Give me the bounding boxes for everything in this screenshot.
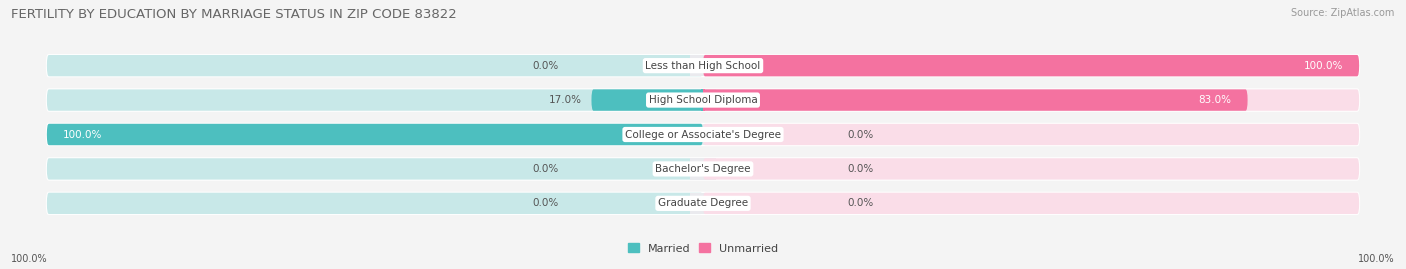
- Text: 0.0%: 0.0%: [533, 198, 558, 208]
- Bar: [690, 193, 703, 214]
- Text: 100.0%: 100.0%: [1303, 61, 1343, 71]
- Text: 100.0%: 100.0%: [1358, 254, 1395, 264]
- FancyBboxPatch shape: [703, 193, 1360, 214]
- FancyBboxPatch shape: [703, 55, 1360, 76]
- Bar: [690, 124, 703, 145]
- FancyBboxPatch shape: [46, 124, 703, 145]
- Text: 0.0%: 0.0%: [533, 61, 558, 71]
- Text: 100.0%: 100.0%: [11, 254, 48, 264]
- FancyBboxPatch shape: [46, 158, 1360, 180]
- FancyBboxPatch shape: [46, 193, 1360, 214]
- Text: College or Associate's Degree: College or Associate's Degree: [626, 129, 780, 140]
- Text: FERTILITY BY EDUCATION BY MARRIAGE STATUS IN ZIP CODE 83822: FERTILITY BY EDUCATION BY MARRIAGE STATU…: [11, 8, 457, 21]
- FancyBboxPatch shape: [46, 124, 703, 145]
- FancyBboxPatch shape: [46, 158, 703, 180]
- Bar: [703, 124, 716, 145]
- Bar: [703, 193, 716, 214]
- FancyBboxPatch shape: [46, 89, 1360, 111]
- FancyBboxPatch shape: [703, 158, 1360, 180]
- FancyBboxPatch shape: [46, 55, 1360, 76]
- Bar: [703, 158, 716, 180]
- Text: Less than High School: Less than High School: [645, 61, 761, 71]
- Bar: [703, 89, 704, 111]
- Text: Bachelor's Degree: Bachelor's Degree: [655, 164, 751, 174]
- FancyBboxPatch shape: [703, 89, 1247, 111]
- Bar: [690, 55, 703, 76]
- Text: 100.0%: 100.0%: [63, 129, 103, 140]
- Bar: [702, 89, 703, 111]
- FancyBboxPatch shape: [46, 124, 1360, 145]
- Text: 0.0%: 0.0%: [848, 129, 873, 140]
- Bar: [703, 89, 716, 111]
- Text: 0.0%: 0.0%: [533, 164, 558, 174]
- FancyBboxPatch shape: [592, 89, 703, 111]
- FancyBboxPatch shape: [703, 55, 1360, 76]
- Text: Source: ZipAtlas.com: Source: ZipAtlas.com: [1291, 8, 1395, 18]
- Text: Graduate Degree: Graduate Degree: [658, 198, 748, 208]
- FancyBboxPatch shape: [46, 89, 703, 111]
- FancyBboxPatch shape: [703, 124, 1360, 145]
- Text: High School Diploma: High School Diploma: [648, 95, 758, 105]
- Legend: Married, Unmarried: Married, Unmarried: [623, 239, 783, 258]
- FancyBboxPatch shape: [703, 89, 1360, 111]
- Text: 17.0%: 17.0%: [548, 95, 582, 105]
- Text: 0.0%: 0.0%: [848, 164, 873, 174]
- Text: 0.0%: 0.0%: [848, 198, 873, 208]
- Bar: [690, 89, 703, 111]
- Bar: [703, 55, 716, 76]
- FancyBboxPatch shape: [46, 193, 703, 214]
- FancyBboxPatch shape: [46, 55, 703, 76]
- Text: 83.0%: 83.0%: [1198, 95, 1232, 105]
- Bar: [690, 158, 703, 180]
